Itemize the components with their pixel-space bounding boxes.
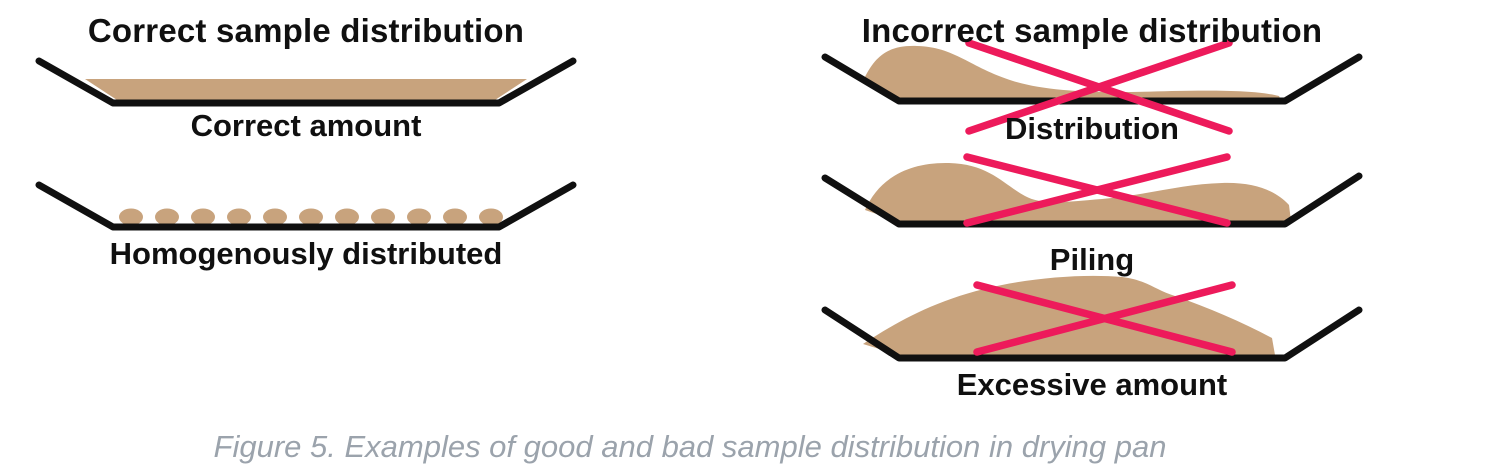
red-cross-icon [965, 39, 1233, 135]
incorrect-column-heading: Incorrect sample distribution [861, 12, 1323, 49]
excessive-amount-pan-diagram [821, 275, 1363, 362]
red-cross-icon [963, 153, 1231, 227]
bad-distribution-pan-diagram [821, 39, 1363, 135]
granule-dot [479, 208, 503, 226]
granule-dot [191, 208, 215, 226]
sample-dots [119, 208, 503, 226]
granule-dot [407, 208, 431, 226]
drying-pan-outline [821, 306, 1363, 362]
correct-column-heading: Correct sample distribution [87, 12, 525, 49]
homogenously-distributed-label: Homogenously distributed [109, 236, 503, 271]
figure-caption: Figure 5. Examples of good and bad sampl… [213, 429, 1167, 464]
granule-dot [335, 208, 359, 226]
correct-amount-pan-diagram [35, 57, 577, 107]
drying-pan-outline [821, 172, 1363, 228]
granule-dot [119, 208, 143, 226]
correct-amount-label: Correct amount [190, 108, 422, 143]
homogenous-pan-diagram [35, 181, 577, 231]
uneven-sample-fill [863, 45, 1280, 98]
granule-dot [443, 208, 467, 226]
piled-sample-fill [865, 162, 1291, 221]
excessive-amount-label: Excessive amount [956, 367, 1228, 402]
granule-dot [371, 208, 395, 226]
drying-pan-outline [35, 57, 577, 107]
granule-dot [263, 208, 287, 226]
distribution-label: Distribution [1005, 111, 1179, 146]
piling-label: Piling [1049, 242, 1135, 277]
granule-dot [155, 208, 179, 226]
red-cross-icon [973, 281, 1236, 356]
granule-dot [227, 208, 251, 226]
piling-pan-diagram [821, 153, 1363, 228]
drying-pan-outline [821, 53, 1363, 105]
granule-dot [299, 208, 323, 226]
flat-sample-fill [85, 79, 527, 100]
drying-pan-outline [35, 181, 577, 231]
